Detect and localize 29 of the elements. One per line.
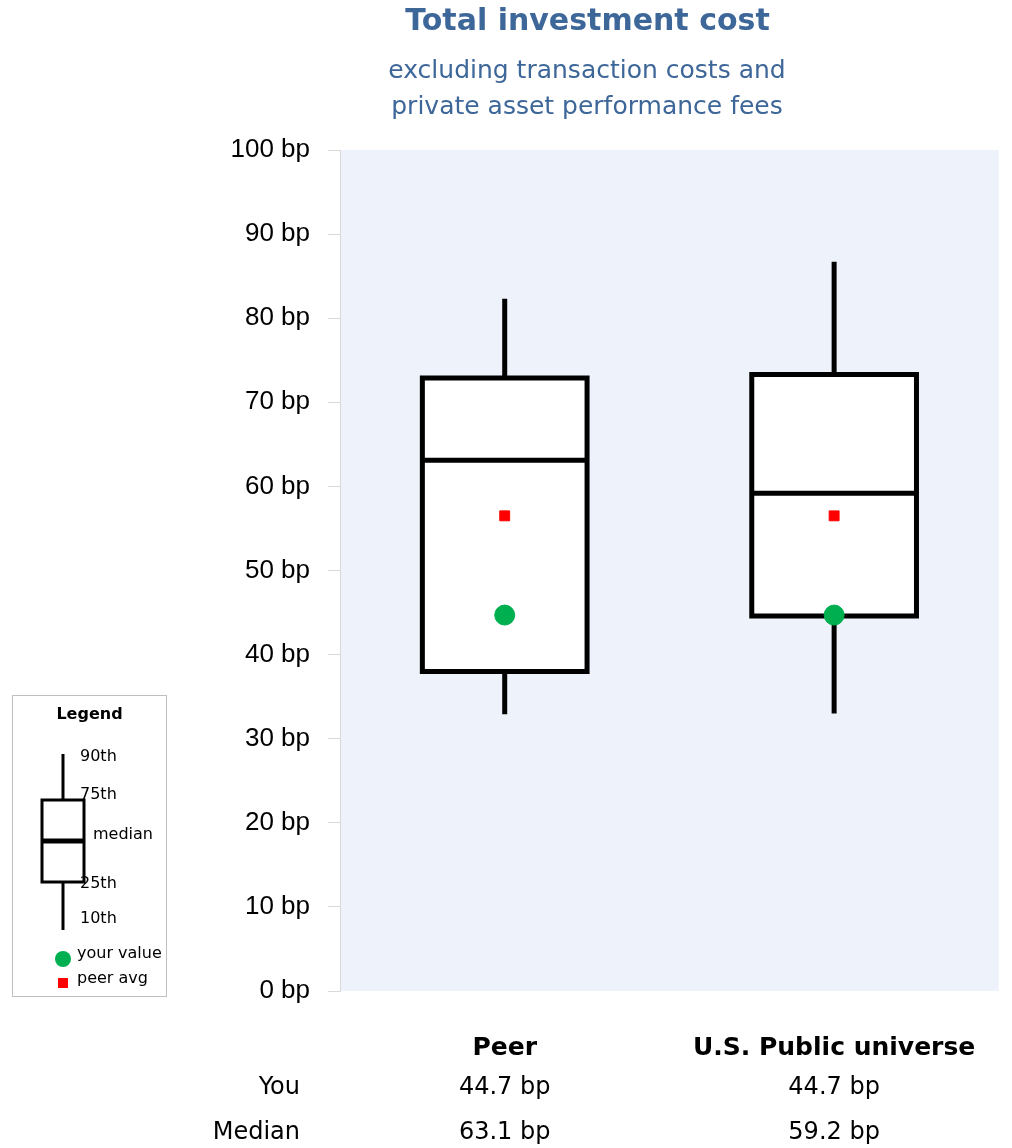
chart-title: Total investment cost bbox=[404, 2, 771, 37]
y-tick-label: 100 bp bbox=[230, 133, 310, 164]
text: 59.2 bp bbox=[788, 1117, 880, 1146]
y-tick-label: 80 bp bbox=[244, 301, 310, 332]
text: median bbox=[93, 824, 153, 843]
text: 75th bbox=[80, 784, 117, 803]
x-tick-label: Peer bbox=[472, 1031, 538, 1061]
text: 10th bbox=[80, 908, 117, 927]
y-tick-label: 30 bp bbox=[244, 721, 310, 752]
y-tick-label: 60 bp bbox=[244, 469, 310, 500]
text: 63.1 bp bbox=[458, 1117, 551, 1146]
chart-subtitle: excluding transaction costs and private asset performance fees bbox=[387, 54, 787, 122]
data-label: 44.7 bp bbox=[788, 1072, 880, 1101]
text: You bbox=[257, 1072, 300, 1101]
text: 25th bbox=[80, 873, 117, 892]
data-label: 44.7 bp bbox=[458, 1072, 551, 1101]
legend-title: Legend bbox=[55, 704, 124, 723]
y-tick-label: 50 bp bbox=[244, 553, 310, 584]
y-tick-label: 40 bp bbox=[244, 637, 310, 668]
text: 90th bbox=[80, 746, 117, 765]
y-tick-label: 10 bp bbox=[244, 890, 310, 921]
x-tick-label: U.S. Public universe bbox=[692, 1031, 976, 1061]
y-tick-label: 90 bp bbox=[244, 217, 310, 248]
y-tick-label: 70 bp bbox=[244, 385, 310, 416]
text: Median bbox=[212, 1117, 300, 1146]
y-tick-label: 20 bp bbox=[244, 805, 310, 836]
y-tick-label: 0 bp bbox=[259, 974, 310, 1005]
legend-label: peer avg bbox=[77, 968, 148, 987]
legend-label: your value bbox=[77, 943, 162, 962]
